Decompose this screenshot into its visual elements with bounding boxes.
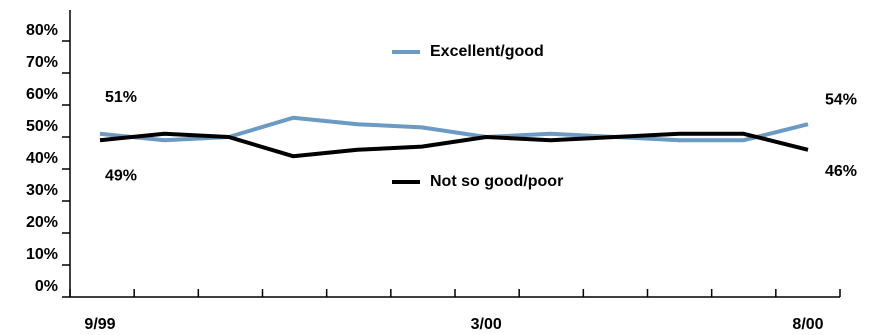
x-tick-label: 8/00 (792, 316, 823, 333)
series-line (99, 131, 809, 159)
y-tick-label: 70% (26, 54, 58, 71)
value-label: 49% (105, 167, 137, 184)
y-tick-label: 80% (26, 22, 58, 39)
legend-label: Excellent/good (430, 43, 544, 60)
x-tick-label: 9/99 (84, 316, 115, 333)
legend-label: Not so good/poor (430, 173, 563, 190)
value-label: 51% (105, 89, 137, 106)
value-label: 46% (825, 163, 857, 180)
y-tick-label: 30% (26, 182, 58, 199)
y-tick-label: 10% (26, 246, 58, 263)
y-tick-label: 40% (26, 150, 58, 167)
value-label: 54% (825, 91, 857, 108)
x-tick-label: 3/00 (471, 316, 502, 333)
y-tick-label: 60% (26, 86, 58, 103)
y-tick-label: 20% (26, 214, 58, 231)
y-tick-label: 0% (35, 278, 58, 295)
y-tick-label: 50% (26, 118, 58, 135)
